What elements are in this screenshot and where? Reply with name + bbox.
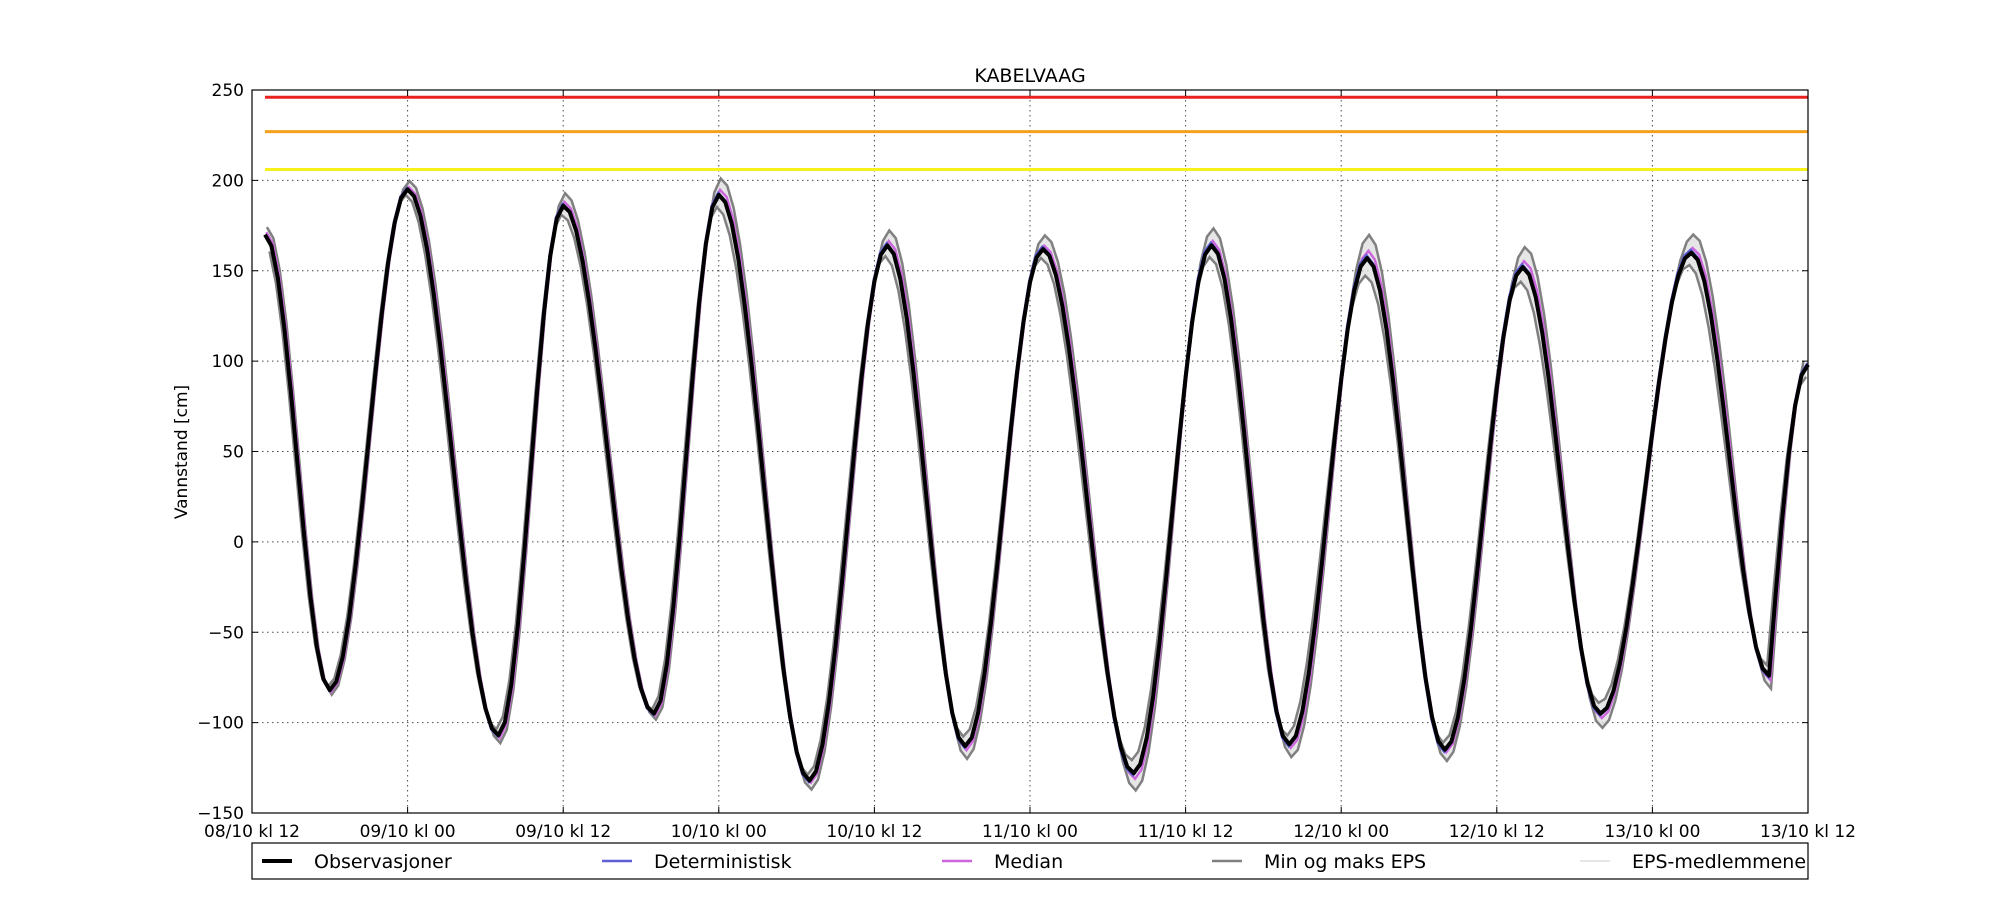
series-lines bbox=[263, 176, 1810, 793]
legend-observations-label: Observasjoner bbox=[314, 851, 452, 873]
y-tick-label: −100 bbox=[197, 714, 244, 734]
x-tick-label: 11/10 kl 12 bbox=[1138, 822, 1234, 842]
legend: Observasjoner Deterministisk Median Min og … bbox=[251, 842, 1809, 880]
x-tick-label: 12/10 kl 00 bbox=[1293, 822, 1389, 842]
legend-frame bbox=[251, 842, 1809, 880]
x-tick-label: 13/10 kl 12 bbox=[1760, 822, 1856, 842]
y-tick-label: 0 bbox=[233, 533, 244, 553]
x-tick-label: 09/10 kl 00 bbox=[360, 822, 456, 842]
legend-min-max-eps-label: Min og maks EPS bbox=[1264, 851, 1426, 873]
observations-line bbox=[263, 187, 1810, 783]
x-tick-label: 10/10 kl 12 bbox=[826, 822, 922, 842]
y-tick-label: 100 bbox=[212, 352, 244, 372]
median-line bbox=[265, 185, 1805, 785]
x-tick-label: 11/10 kl 00 bbox=[982, 822, 1078, 842]
y-tick-label: −150 bbox=[197, 804, 244, 824]
chart-title: KABELVAAG bbox=[974, 65, 1085, 87]
legend-median-label: Median bbox=[994, 851, 1063, 873]
x-tick-label: 13/10 kl 00 bbox=[1604, 822, 1700, 842]
legend-deterministic-label: Deterministisk bbox=[654, 851, 792, 873]
x-tick-label: 12/10 kl 12 bbox=[1449, 822, 1545, 842]
y-tick-label: 150 bbox=[212, 262, 244, 282]
x-tick-label: 10/10 kl 00 bbox=[671, 822, 767, 842]
y-tick-label: 250 bbox=[212, 81, 244, 101]
y-tick-label: 50 bbox=[222, 443, 244, 463]
y-axis-label: Vannstand [cm] bbox=[172, 385, 192, 519]
deterministic-line bbox=[269, 186, 1809, 785]
y-tick-label: −50 bbox=[208, 623, 244, 643]
y-tick-label: 200 bbox=[212, 171, 244, 191]
threshold-lines bbox=[264, 95, 1808, 172]
x-tick-label: 08/10 kl 12 bbox=[204, 822, 300, 842]
eps-min-line bbox=[268, 193, 1808, 777]
x-tick-label: 09/10 kl 12 bbox=[515, 822, 611, 842]
legend-eps-members-label: EPS-medlemmene bbox=[1632, 851, 1806, 873]
